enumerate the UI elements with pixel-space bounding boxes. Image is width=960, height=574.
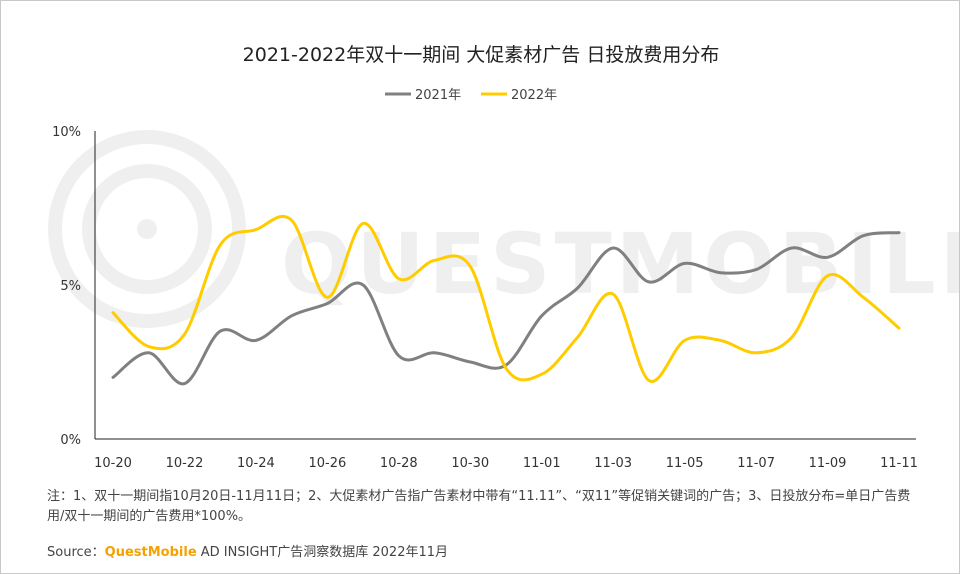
legend: 2021年 2022年 [385, 88, 557, 103]
x-tick-label: 11-01 [523, 456, 561, 471]
source-line: Source：QuestMobile AD INSIGHT广告洞察数据库 202… [47, 541, 448, 560]
x-tick-label: 10-26 [308, 456, 346, 471]
x-tick-label: 11-03 [594, 456, 632, 471]
x-tick-label: 11-05 [666, 456, 704, 471]
source-brand: QuestMobile [104, 545, 197, 560]
series-lines [111, 214, 901, 386]
x-tick-labels: 10-20 10-22 10-24 10-26 10-28 10-30 11-01 11-03… [94, 456, 918, 471]
line-chart: QUESTMOBILE 2021-2022年双十一期间 大促素材广告 日投放费用… [48, 44, 959, 471]
y-tick-label: 0% [60, 433, 81, 448]
x-tick-label: 10-24 [237, 456, 275, 471]
chart-title: 2021-2022年双十一期间 大促素材广告 日投放费用分布 [243, 44, 720, 66]
x-tick-label: 10-20 [94, 456, 132, 471]
watermark-text: QUESTMOBILE [281, 215, 959, 313]
legend-label: 2021年 [415, 88, 461, 103]
source-label: Source： [47, 545, 105, 560]
legend-label: 2022年 [511, 88, 557, 103]
y-tick-label: 5% [60, 279, 81, 294]
x-tick-label: 11-11 [880, 456, 918, 471]
y-tick-label: 10% [52, 125, 81, 140]
x-tick-label: 11-09 [809, 456, 847, 471]
x-tick-label: 10-30 [451, 456, 489, 471]
footnote: 注：1、双十一期间指10月20日-11月11日；2、大促素材广告指广告素材中带有… [47, 489, 911, 524]
x-tick-label: 11-07 [737, 456, 775, 471]
series-line-2 [111, 214, 901, 383]
source-rest: AD INSIGHT广告洞察数据库 2022年11月 [196, 545, 449, 560]
y-tick-labels: 0% 5% 10% [52, 125, 81, 448]
x-tick-label: 10-22 [166, 456, 204, 471]
x-tick-label: 10-28 [380, 456, 418, 471]
watermark: QUESTMOBILE [48, 130, 959, 328]
